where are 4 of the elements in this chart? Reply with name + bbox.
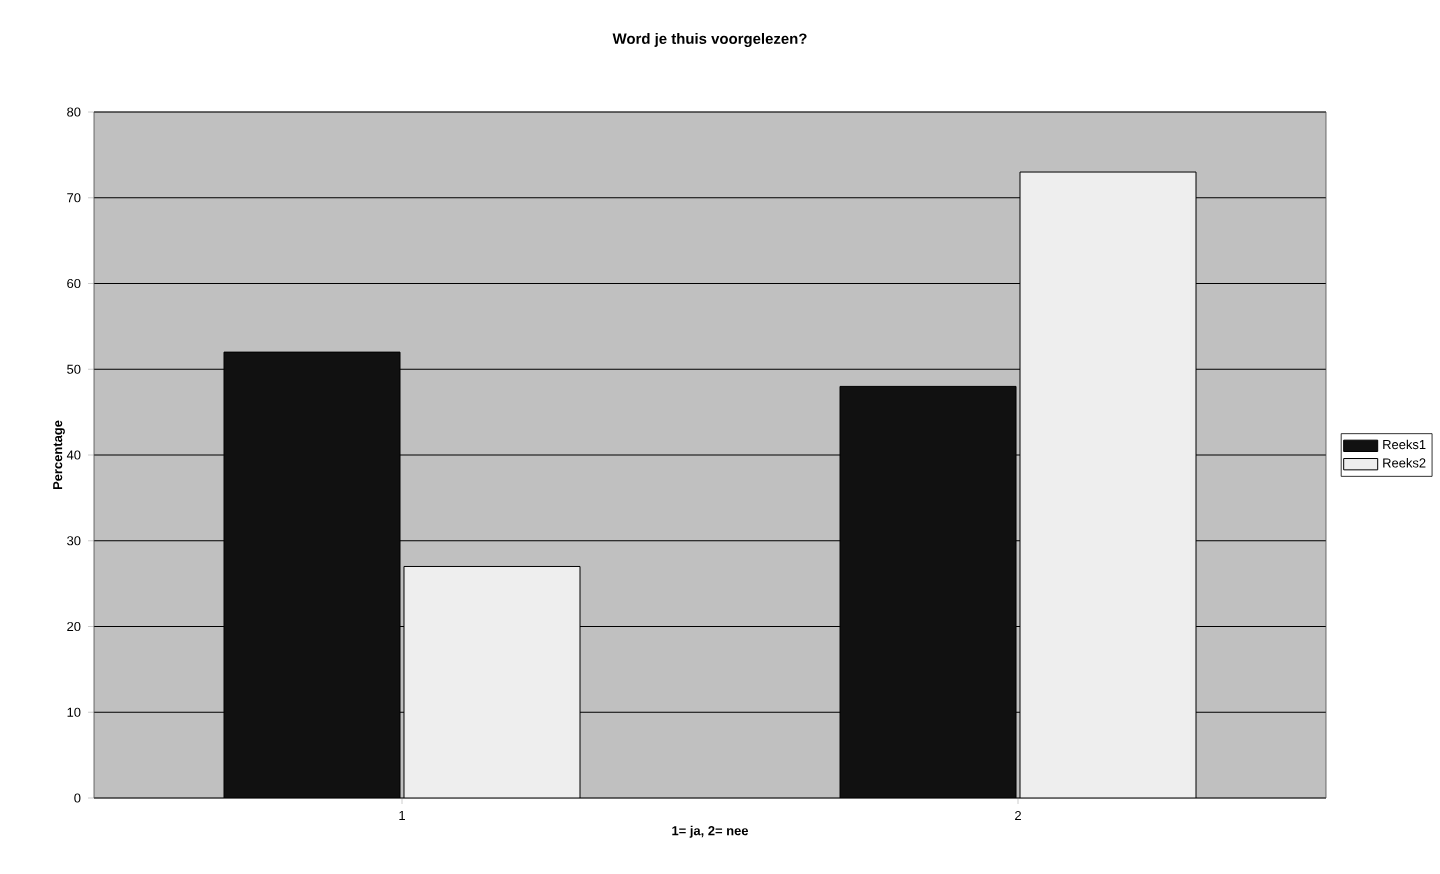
- bar: [223, 351, 401, 798]
- bar: [1019, 171, 1197, 798]
- bar: [839, 385, 1017, 798]
- bar: [403, 565, 581, 798]
